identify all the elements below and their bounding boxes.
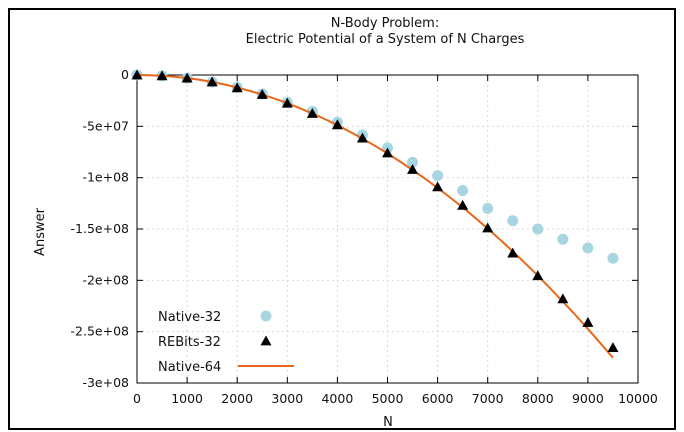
rebits-32-point — [331, 119, 343, 130]
rebits-32-point — [256, 89, 268, 99]
rebits-32-point — [131, 69, 143, 80]
chart-frame — [8, 8, 676, 430]
chart-title: N-Body Problem: Electric Potential of a … — [246, 16, 525, 47]
legend: Native-32 REBits-32 Native-64 — [158, 310, 294, 375]
x-tick-label: 5000 — [372, 391, 404, 406]
rebits-32-point — [582, 316, 594, 327]
rebits-32-point — [407, 163, 419, 174]
native-32-point — [532, 223, 544, 235]
x-tick-label: 2000 — [221, 391, 253, 406]
rebits-32-point — [181, 72, 193, 83]
y-tick-label: -1.5e+08 — [71, 221, 130, 236]
native-32-point — [432, 170, 444, 182]
rebits-32-point — [156, 70, 168, 81]
legend-label: REBits-32 — [158, 335, 221, 350]
x-tick-label: 7000 — [472, 391, 504, 406]
x-tick-label: 1000 — [171, 391, 203, 406]
chart-title-line-2: Electric Potential of a System of N Char… — [246, 32, 525, 47]
x-tick-label: 4000 — [321, 391, 353, 406]
rebits-32-point — [306, 108, 318, 118]
x-tick-label: 0 — [133, 391, 141, 406]
native-32-point — [457, 185, 469, 196]
legend-circle-marker — [260, 310, 272, 322]
x-tick-label: 10000 — [618, 391, 658, 406]
chart-title-line-1: N-Body Problem: — [331, 16, 439, 31]
y-tick-label: -2.5e+08 — [71, 324, 130, 339]
rebits-32-point — [607, 342, 619, 352]
rebits-32-point — [231, 82, 243, 93]
y-tick-label: -5e+07 — [82, 118, 129, 133]
rebits-32-point — [432, 181, 444, 192]
x-tick-label: 8000 — [522, 391, 554, 406]
native-32-point — [582, 242, 594, 254]
native-32-point — [507, 215, 519, 227]
x-tick-label: 9000 — [572, 391, 604, 406]
native-32-point — [557, 233, 569, 245]
legend-label: Native-32 — [158, 310, 221, 325]
native-64-line — [136, 74, 614, 359]
y-tick-label: -2e+08 — [82, 272, 129, 287]
legend-triangle-marker — [260, 335, 272, 346]
y-tick-label: -1e+08 — [82, 170, 129, 185]
y-axis-label: Answer — [33, 207, 48, 256]
rebits-32-point — [206, 76, 218, 87]
legend-label: Native-64 — [158, 360, 221, 375]
native-32-point — [482, 202, 494, 214]
native-32-point — [407, 156, 419, 168]
rebits-32-point — [356, 132, 368, 143]
axis-labels: N Answer — [33, 207, 393, 430]
axis-ticks: 0 1000 2000 3000 4000 5000 6000 7000 8000 9000 100… — [71, 67, 658, 406]
rebits-32-point — [457, 199, 469, 210]
rebits-32-point — [507, 247, 519, 258]
series — [131, 69, 619, 359]
rebits-32-point — [382, 147, 393, 158]
rebits-32-point — [482, 222, 494, 233]
x-tick-label: 3000 — [271, 391, 303, 406]
rebits-32-point — [281, 97, 293, 108]
y-tick-label: -3e+08 — [82, 375, 129, 390]
x-axis-label: N — [383, 415, 393, 430]
rebits-32-point — [532, 270, 544, 281]
native-32-point — [607, 252, 619, 264]
y-tick-label: 0 — [121, 67, 129, 82]
x-tick-label: 6000 — [422, 391, 454, 406]
rebits-32-point — [557, 293, 569, 304]
